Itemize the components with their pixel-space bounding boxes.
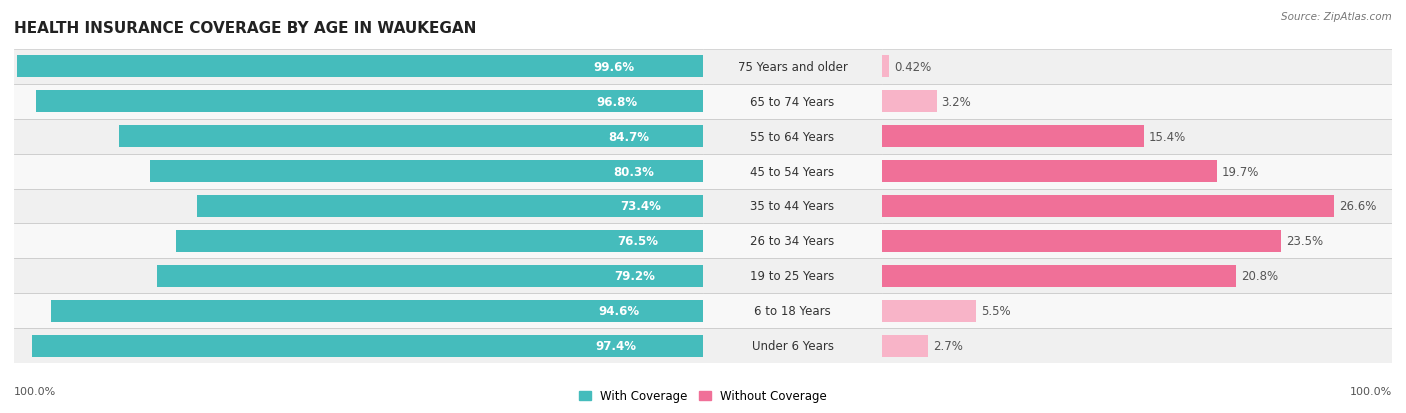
- Bar: [882, 91, 936, 113]
- Bar: [882, 84, 1392, 119]
- Bar: [703, 259, 882, 294]
- Bar: [882, 329, 1392, 363]
- Bar: [14, 154, 703, 189]
- Bar: [14, 259, 703, 294]
- Text: 45 to 54 Years: 45 to 54 Years: [751, 165, 835, 178]
- Bar: [882, 266, 1236, 287]
- Bar: [32, 335, 703, 357]
- Bar: [14, 50, 703, 84]
- Bar: [882, 56, 889, 78]
- Text: 75 Years and older: 75 Years and older: [738, 61, 848, 74]
- Text: 20.8%: 20.8%: [1240, 270, 1278, 283]
- Bar: [14, 189, 703, 224]
- Bar: [120, 126, 703, 147]
- Bar: [882, 300, 976, 322]
- Text: 26.6%: 26.6%: [1340, 200, 1376, 213]
- Text: 26 to 34 Years: 26 to 34 Years: [751, 235, 835, 248]
- Bar: [703, 329, 882, 363]
- Text: 79.2%: 79.2%: [614, 270, 655, 283]
- Text: 5.5%: 5.5%: [981, 305, 1011, 318]
- Bar: [51, 300, 703, 322]
- Text: 99.6%: 99.6%: [593, 61, 634, 74]
- Text: 0.42%: 0.42%: [894, 61, 932, 74]
- Bar: [703, 294, 882, 329]
- Bar: [882, 189, 1392, 224]
- Bar: [703, 119, 882, 154]
- Bar: [197, 196, 703, 217]
- Text: 2.7%: 2.7%: [934, 339, 963, 352]
- Bar: [176, 230, 703, 252]
- Text: 97.4%: 97.4%: [596, 339, 637, 352]
- Bar: [882, 154, 1392, 189]
- Text: 23.5%: 23.5%: [1286, 235, 1323, 248]
- Bar: [882, 161, 1218, 183]
- Text: 73.4%: 73.4%: [620, 200, 661, 213]
- Text: 80.3%: 80.3%: [613, 165, 654, 178]
- Bar: [17, 56, 703, 78]
- Text: 65 to 74 Years: 65 to 74 Years: [751, 95, 835, 108]
- Text: 94.6%: 94.6%: [599, 305, 640, 318]
- Bar: [882, 230, 1281, 252]
- Bar: [882, 119, 1392, 154]
- Text: Source: ZipAtlas.com: Source: ZipAtlas.com: [1281, 12, 1392, 22]
- Bar: [703, 224, 882, 259]
- Bar: [882, 335, 928, 357]
- Bar: [14, 329, 703, 363]
- Text: 35 to 44 Years: 35 to 44 Years: [751, 200, 835, 213]
- Text: 19 to 25 Years: 19 to 25 Years: [751, 270, 835, 283]
- Bar: [14, 84, 703, 119]
- Bar: [882, 196, 1334, 217]
- Text: Under 6 Years: Under 6 Years: [752, 339, 834, 352]
- Bar: [37, 91, 703, 113]
- Bar: [14, 294, 703, 329]
- Text: 76.5%: 76.5%: [617, 235, 658, 248]
- Text: 96.8%: 96.8%: [596, 95, 637, 108]
- Bar: [703, 84, 882, 119]
- Text: 84.7%: 84.7%: [609, 130, 650, 143]
- Bar: [703, 50, 882, 84]
- Bar: [882, 259, 1392, 294]
- Text: 100.0%: 100.0%: [14, 387, 56, 396]
- Text: 15.4%: 15.4%: [1149, 130, 1187, 143]
- Bar: [882, 126, 1144, 147]
- Text: 55 to 64 Years: 55 to 64 Years: [751, 130, 835, 143]
- Bar: [703, 189, 882, 224]
- Bar: [703, 154, 882, 189]
- Legend: With Coverage, Without Coverage: With Coverage, Without Coverage: [574, 385, 832, 407]
- Text: HEALTH INSURANCE COVERAGE BY AGE IN WAUKEGAN: HEALTH INSURANCE COVERAGE BY AGE IN WAUK…: [14, 21, 477, 36]
- Bar: [150, 161, 703, 183]
- Text: 19.7%: 19.7%: [1222, 165, 1260, 178]
- Bar: [882, 294, 1392, 329]
- Bar: [14, 119, 703, 154]
- Text: 3.2%: 3.2%: [942, 95, 972, 108]
- Text: 6 to 18 Years: 6 to 18 Years: [754, 305, 831, 318]
- Bar: [157, 266, 703, 287]
- Bar: [882, 50, 1392, 84]
- Bar: [882, 224, 1392, 259]
- Bar: [14, 224, 703, 259]
- Text: 100.0%: 100.0%: [1350, 387, 1392, 396]
